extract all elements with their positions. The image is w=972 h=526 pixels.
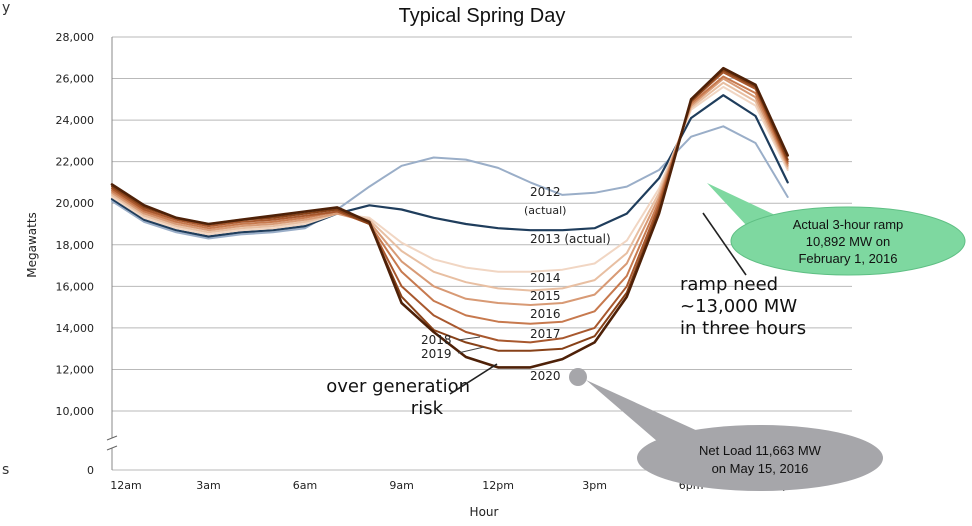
actual-ramp-callout: Actual 3-hour ramp 10,892 MW on February… [707, 183, 966, 276]
y-tick-0: 0 [87, 464, 94, 477]
x-tick-12pm: 12pm [482, 479, 514, 492]
ramp-need-line1: ramp need [680, 274, 778, 295]
label-2016: 2016 [530, 307, 561, 321]
net-load-line2: on May 15, 2016 [712, 461, 809, 476]
axis-break-mark-top [106, 435, 118, 441]
net-load-callout-tail [586, 380, 700, 448]
label-2017: 2017 [530, 327, 561, 341]
x-tick-12am: 12am [110, 479, 141, 492]
net-load-callout: Net Load 11,663 MW on May 15, 2016 [569, 368, 883, 491]
label-2019: 2019 [421, 347, 452, 361]
x-axis-label: Hour [470, 505, 499, 519]
edge-fragment-top: y [2, 0, 11, 16]
y-tick-labels: 0 10,000 12,000 14,000 16,000 18,000 20,000 22,… [56, 31, 95, 477]
label-2015: 2015 [530, 289, 561, 303]
x-tick-9am: 9am [389, 479, 413, 492]
label-2014: 2014 [530, 271, 561, 285]
actual-ramp-line1: Actual 3-hour ramp [793, 217, 904, 232]
ramp-need-line3: in three hours [680, 318, 806, 339]
label-2020: 2020 [530, 369, 561, 383]
axes [106, 37, 118, 470]
net-load-line1: Net Load 11,663 MW [699, 443, 822, 458]
y-tick-12000: 12,000 [56, 363, 95, 376]
x-tick-3pm: 3pm [582, 479, 607, 492]
ramp-need-pointer [702, 212, 747, 276]
y-axis-label: Megawatts [25, 212, 39, 278]
actual-ramp-callout-bubble [730, 206, 966, 276]
y-tick-24000: 24,000 [56, 114, 95, 127]
actual-ramp-line3: February 1, 2016 [798, 251, 897, 266]
x-tick-3am: 3am [196, 479, 220, 492]
y-tick-18000: 18,000 [56, 239, 95, 252]
y-tick-26000: 26,000 [56, 73, 95, 86]
y-tick-14000: 14,000 [56, 322, 95, 335]
leader-2019 [457, 346, 485, 354]
leader-2018 [457, 336, 481, 341]
series-lines [110, 66, 790, 369]
series-line-8 [110, 66, 790, 369]
y-tick-22000: 22,000 [56, 156, 95, 169]
x-tick-6am: 6am [293, 479, 317, 492]
ramp-need-line2: ~13,000 MW [680, 296, 797, 317]
over-generation-line2: risk [411, 398, 444, 419]
label-2018: 2018 [421, 333, 452, 347]
y-tick-28000: 28,000 [56, 31, 95, 44]
y-tick-16000: 16,000 [56, 280, 95, 293]
label-2012: 2012 [530, 185, 561, 199]
net-load-point-marker [569, 368, 587, 386]
actual-ramp-line2: 10,892 MW on [806, 234, 891, 249]
label-2013: 2013 (actual) [530, 232, 611, 246]
edge-fragment-bottom: s [2, 462, 10, 478]
over-generation-pointer [449, 363, 498, 395]
y-tick-20000: 20,000 [56, 197, 95, 210]
axis-break-mark-bottom [106, 445, 118, 451]
gridlines [112, 36, 852, 471]
net-load-callout-bubble [637, 425, 883, 491]
y-tick-10000: 10,000 [56, 405, 95, 418]
label-2012-actual: (actual) [524, 204, 566, 217]
chart-title: Typical Spring Day [399, 5, 566, 27]
over-generation-line1: over generation [326, 376, 470, 397]
